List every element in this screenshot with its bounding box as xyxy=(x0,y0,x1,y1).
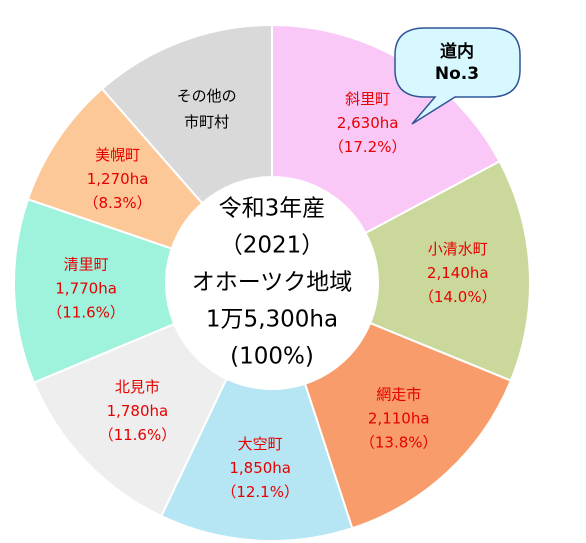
share-label: （13.8%） xyxy=(360,434,438,452)
slice xyxy=(159,377,354,542)
share-label: （8.3%） xyxy=(84,194,152,212)
value-label: 2,630ha xyxy=(337,114,399,132)
slice xyxy=(303,321,513,530)
value-label: 1,780ha xyxy=(107,402,169,420)
label-line: その他の xyxy=(177,86,237,104)
slice xyxy=(32,322,228,518)
share-label: （14.0%） xyxy=(419,288,497,306)
slice xyxy=(100,23,273,205)
slice-label: 網走市 xyxy=(376,386,421,404)
center-text: (100%) xyxy=(230,344,314,370)
share-label: （17.2%） xyxy=(329,138,407,156)
slice-label: 美幌町 xyxy=(95,146,140,164)
slice-label: 清里町 xyxy=(64,256,109,274)
value-label: 1,850ha xyxy=(229,459,291,477)
center-text: （2021） xyxy=(220,233,325,259)
center-text: オホーツク地域 xyxy=(192,270,353,296)
share-label: （11.6%） xyxy=(99,426,177,444)
value-label: 1,770ha xyxy=(55,280,117,298)
slice xyxy=(13,197,176,384)
slice-label: 北見市 xyxy=(115,378,160,396)
center-text: 1万5,300ha xyxy=(206,307,338,333)
callout-text: No.3 xyxy=(435,64,479,84)
slice-label: 小清水町 xyxy=(428,240,488,258)
value-label: 1,270ha xyxy=(87,170,149,188)
value-label: 2,140ha xyxy=(427,264,489,282)
slice-label: 斜里町 xyxy=(345,90,390,108)
share-label: （12.1%） xyxy=(221,483,299,501)
callout-bubble xyxy=(394,27,521,125)
label-line: 市町村 xyxy=(184,112,229,130)
slice xyxy=(364,160,531,382)
slices xyxy=(13,23,531,542)
share-label: （11.6%） xyxy=(47,304,125,322)
center-text: 令和3年産 xyxy=(219,196,326,222)
slice-label: 大空町 xyxy=(238,435,283,453)
callout-text: 道内 xyxy=(440,41,474,62)
value-label: 2,110ha xyxy=(368,410,430,428)
slice-label: その他の市町村 xyxy=(177,86,237,130)
slice xyxy=(271,23,501,235)
